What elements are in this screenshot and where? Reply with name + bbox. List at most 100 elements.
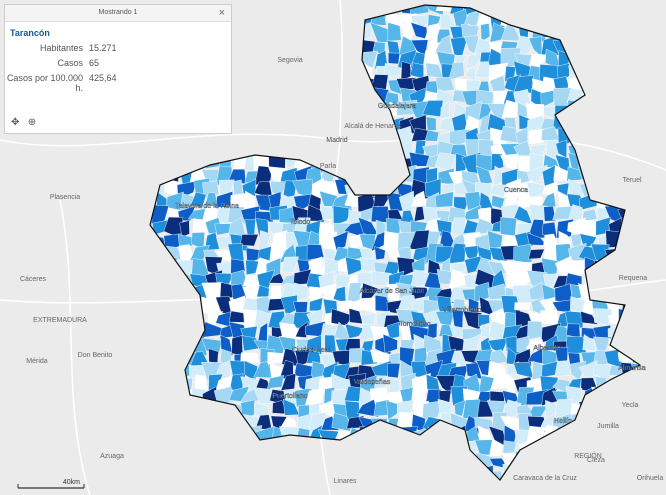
municipality [272,441,289,456]
municipality [494,482,508,493]
municipality [216,452,232,470]
municipality [370,418,388,427]
scale-bar: 40km [17,479,85,489]
municipality [633,102,640,121]
municipality [590,157,607,174]
municipality [610,64,621,79]
municipality [455,438,466,458]
municipality [389,376,400,395]
municipality [396,425,418,445]
municipality [427,14,441,28]
municipality [278,67,298,80]
municipality [630,258,640,272]
municipality [163,373,178,390]
municipality [371,481,391,493]
municipality [529,203,548,223]
municipality [295,479,313,480]
municipality [253,5,274,19]
municipality [577,25,594,39]
municipality [632,25,640,43]
municipality [385,451,404,471]
municipality [282,25,299,42]
municipality [591,48,612,69]
municipality [592,15,610,28]
municipality [462,333,482,353]
field-value: 15.271 [89,43,117,53]
municipality [580,480,596,495]
municipality [617,374,634,391]
pan-button[interactable]: ✥ [11,117,20,128]
municipality [384,63,402,77]
municipality [646,452,661,472]
municipality [322,37,340,56]
municipality [162,478,181,480]
municipality [357,133,377,146]
municipality [201,139,223,160]
place-label: Orihuela [637,475,664,482]
municipality [293,91,313,109]
municipality [478,314,490,327]
municipality [632,116,640,134]
municipality [309,286,326,303]
municipality [570,21,582,41]
municipality [215,424,234,443]
close-button[interactable]: × [218,7,225,19]
municipality [618,287,638,305]
municipality [244,127,256,148]
municipality [241,88,261,106]
place-label: Talavera de la Reina [175,203,239,210]
municipality [150,272,159,288]
municipality [360,101,378,121]
municipality [282,76,296,90]
municipality [151,452,171,469]
municipality [345,256,365,276]
municipality [358,454,379,470]
municipality [279,322,301,340]
municipality [240,352,259,363]
municipality [617,100,638,122]
municipality [468,490,482,495]
municipality [178,428,198,441]
municipality [646,206,663,226]
municipality [348,9,361,29]
municipality [591,119,611,133]
municipality [151,169,166,183]
municipality [388,438,405,460]
place-label: Ciudad Real [292,347,331,354]
municipality [462,399,480,420]
municipality [336,5,353,18]
municipality [630,337,640,355]
municipality [564,35,583,58]
municipality [540,309,560,326]
municipality [632,232,640,252]
zoom-button[interactable]: ⊕ [27,117,37,128]
municipality [230,428,249,446]
municipality [437,441,452,459]
municipality [409,62,424,80]
municipality [608,152,623,173]
municipality [610,141,626,159]
municipality [162,399,185,419]
municipality [228,492,243,495]
municipality [384,464,400,480]
municipality [239,234,259,247]
municipality [388,52,401,65]
municipality [620,222,637,235]
municipality [645,352,665,364]
municipality [422,400,444,422]
place-label: Plasencia [50,194,80,201]
municipality [201,427,220,446]
municipality [554,360,572,377]
popup-field: Habitantes 15.271 [5,43,231,53]
municipality [427,322,438,341]
municipality [308,5,327,12]
municipality [386,283,400,300]
municipality [266,78,288,96]
municipality [151,236,166,247]
municipality [359,233,376,251]
municipality [150,334,153,353]
municipality [553,5,574,17]
municipality [256,38,274,58]
municipality [269,114,288,132]
municipality [620,128,638,144]
